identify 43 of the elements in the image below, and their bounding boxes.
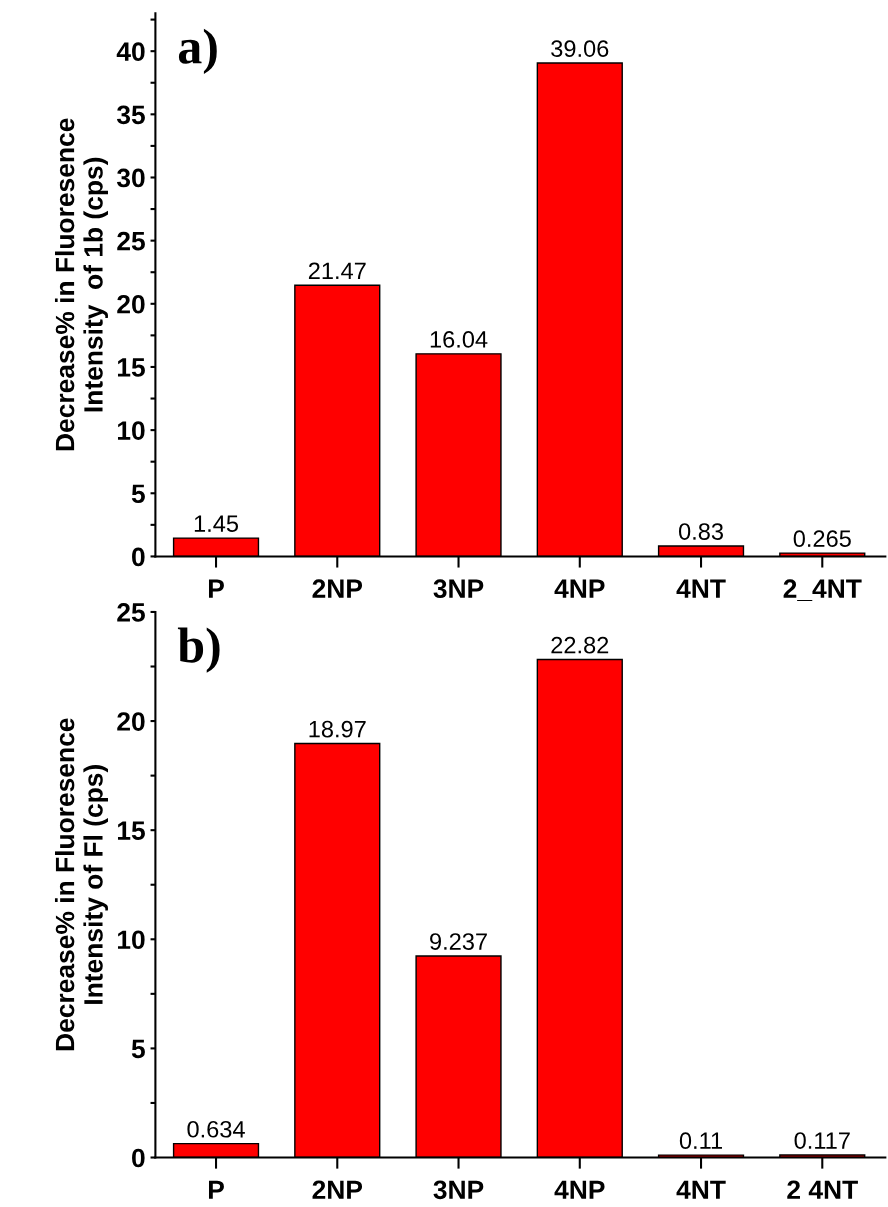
data-label: 0.634 (187, 1120, 245, 1138)
data-label: 22.82 (551, 636, 609, 654)
data-label: 18.97 (309, 720, 366, 738)
x-tick-label: 2NP (312, 1180, 363, 1199)
x-tick-label: 2NP (312, 579, 363, 598)
data-label: 21.47 (308, 262, 366, 279)
data-label: 0.11 (679, 1132, 722, 1150)
x-tick-label: P (208, 1180, 224, 1199)
x-tick-label: 3NP (433, 1180, 484, 1200)
y-tick-label: 25 (117, 231, 145, 251)
data-label: 0.117 (794, 1132, 850, 1149)
y-tick-label: 15 (117, 358, 145, 377)
y-tick-label: 35 (116, 105, 145, 125)
x-tick-label: P (208, 579, 224, 598)
annotation: b) (177, 627, 220, 673)
data-label: 0.83 (678, 523, 723, 540)
x-tick-label: 3NP (433, 579, 484, 599)
data-label: 39.06 (551, 40, 609, 57)
y-tick-label: 5 (131, 484, 145, 504)
y-axis-title: Decrease% in Fluoresence Intensity of 1b (cps) (54, 118, 108, 451)
annotation: a) (178, 28, 217, 74)
y-tick-label: 30 (116, 168, 145, 188)
y-tick-label: 0 (132, 547, 145, 567)
x-tick-label: 4NP (554, 1180, 605, 1199)
y-tick-label: 5 (131, 1039, 145, 1059)
x-tick-label: 2_4NT (783, 579, 862, 601)
y-tick-label: 25 (117, 603, 145, 622)
x-tick-label: 2 4NT (787, 1180, 858, 1199)
x-tick-label: 4NP (554, 579, 605, 598)
y-tick-label: 20 (117, 294, 145, 314)
y-tick-label: 15 (117, 821, 145, 840)
data-label: 0.265 (793, 530, 851, 548)
data-label: 16.04 (430, 331, 488, 348)
y-tick-label: 40 (116, 42, 145, 61)
x-tick-label: 4NT (676, 1180, 726, 1199)
y-tick-label: 0 (132, 1148, 145, 1168)
y-axis-title: Decrease% in Fluoresence Intensity of Fl (cps) (54, 718, 108, 1051)
y-tick-label: 20 (117, 712, 145, 731)
y-tick-label: 10 (117, 930, 145, 950)
data-label: 1.45 (194, 515, 239, 533)
x-tick-label: 4NT (676, 579, 726, 598)
data-label: 9.237 (430, 933, 487, 950)
y-tick-label: 10 (117, 421, 145, 440)
